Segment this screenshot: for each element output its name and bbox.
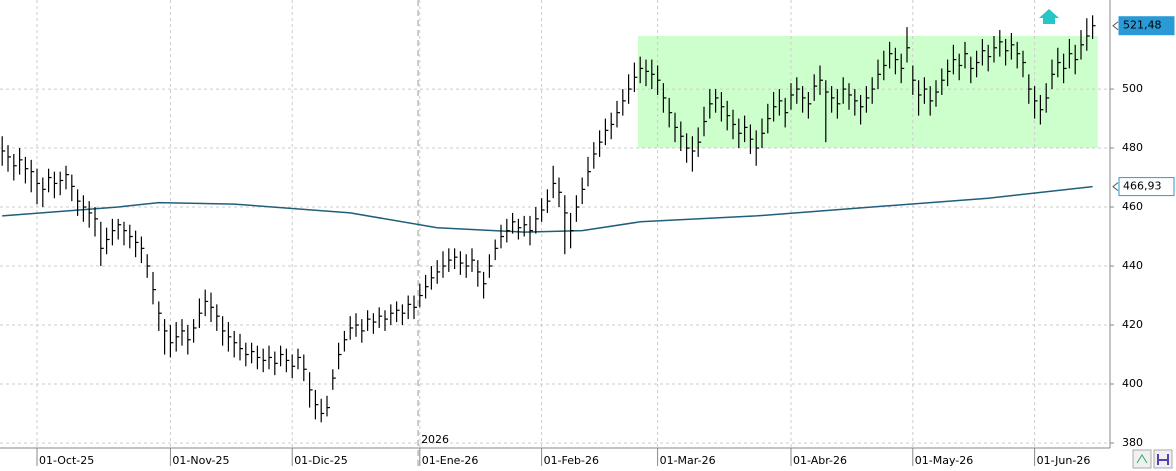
x-tick-label: 01-Abr-26 <box>793 454 847 467</box>
background-layer <box>0 0 1110 466</box>
x-tick-label: 01-Dic-25 <box>294 454 348 467</box>
x-tick-label: 01-Nov-25 <box>172 454 229 467</box>
last-value-pointer <box>1112 21 1119 31</box>
x-tick-label: 01-Feb-26 <box>544 454 599 467</box>
save-icon <box>1157 454 1169 465</box>
zoom-button[interactable] <box>1132 449 1152 469</box>
x-tick-label: 01-May-26 <box>915 454 973 467</box>
last-value-box <box>1118 177 1175 197</box>
last-value-pointer <box>1112 182 1119 191</box>
signal-arrow <box>1039 9 1059 24</box>
range-zone <box>637 35 1098 149</box>
y-tick-label: 440 <box>1122 259 1143 272</box>
last-value-label: 466,93 <box>1123 180 1162 193</box>
x-tick-label: 01-Oct-25 <box>39 454 94 467</box>
x-tick-label: 01-Mar-26 <box>660 454 716 467</box>
y-tick-label: 500 <box>1122 82 1143 95</box>
y-tick-label: 460 <box>1122 200 1143 213</box>
year-marker-label: 2026 <box>421 433 449 446</box>
y-tick-label: 420 <box>1122 318 1143 331</box>
y-tick-label: 380 <box>1122 436 1143 449</box>
y-tick-label: 480 <box>1122 141 1143 154</box>
zoom-icon <box>1136 454 1148 464</box>
x-tick-label: 01-Jun-26 <box>1037 454 1091 467</box>
y-tick-label: 400 <box>1122 377 1143 390</box>
x-tick-label: 01-Ene-26 <box>422 454 479 467</box>
last-value-box <box>1118 16 1175 36</box>
last-value-label: 521,48 <box>1123 19 1162 32</box>
